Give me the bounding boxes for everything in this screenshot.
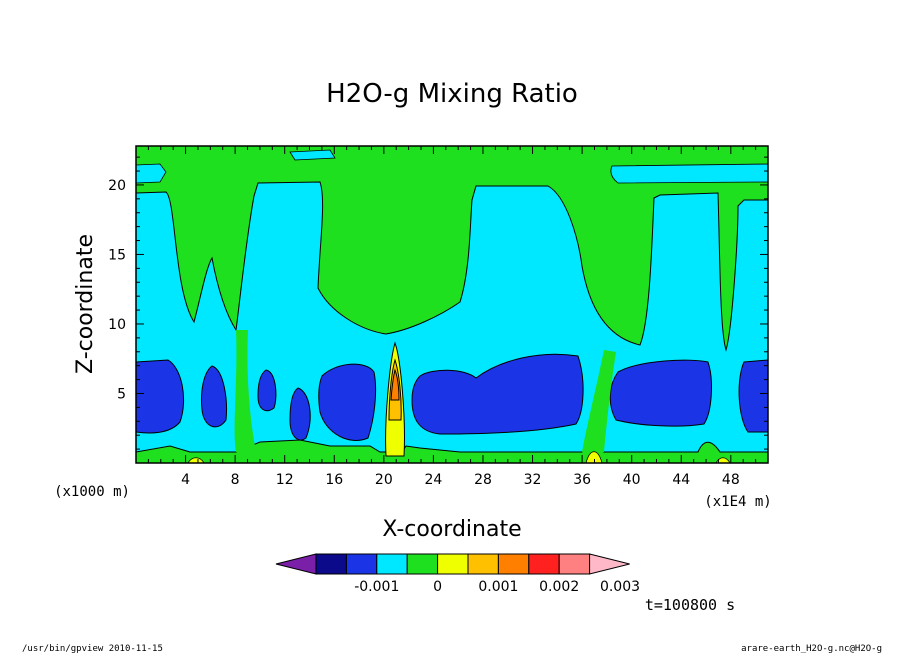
plume-orange	[390, 368, 400, 401]
green-gap-1	[234, 330, 256, 452]
colorbar-swatch	[497, 553, 530, 575]
chart-title: H2O-g Mixing Ratio	[326, 79, 578, 109]
x-tick-label: 48	[722, 472, 740, 488]
colorbar-swatch	[528, 553, 560, 575]
upper-right-sliver	[610, 163, 768, 184]
green-gap-2	[582, 350, 616, 452]
y-unit-label: (x1000 m)	[54, 484, 130, 500]
blue-blob-5	[318, 363, 377, 441]
colorbar-swatch	[345, 553, 378, 575]
y-tick-label: 10	[108, 317, 126, 333]
x-tick-label: 12	[276, 472, 294, 488]
colorbar-arrow-high	[589, 553, 630, 575]
x-tick-label: 32	[524, 472, 542, 488]
colorbar-swatch	[406, 553, 439, 575]
footer-left: /usr/bin/gpview 2010-11-15	[22, 644, 163, 654]
time-label: t=100800 s	[645, 596, 735, 614]
x-tick-label: 16	[325, 472, 343, 488]
y-axis-title: Z-coordinate	[73, 234, 98, 374]
colorbar-tick-label: 0.001	[478, 579, 518, 595]
x-tick-label: 24	[424, 472, 442, 488]
colorbar-swatch	[376, 553, 408, 575]
colorbar-tick-label: 0	[433, 579, 442, 595]
blue-blob-4	[289, 387, 311, 441]
blue-blob-1	[136, 359, 185, 434]
y-tick-label: 15	[108, 247, 126, 263]
colorbar-tick-label: -0.001	[354, 579, 399, 595]
y-axis: 5 10 15 20	[108, 156, 768, 450]
colorbar-swatch	[467, 553, 499, 575]
x-tick-label: 44	[672, 472, 690, 488]
x-tick-label: 4	[181, 472, 190, 488]
blue-blob-8	[738, 359, 768, 433]
upper-left-sliver	[136, 163, 167, 184]
x-tick-label: 36	[573, 472, 591, 488]
y-tick-label: 20	[108, 178, 126, 194]
x-tick-label: 8	[231, 472, 240, 488]
top-patch	[289, 149, 336, 161]
blue-blob-3	[257, 369, 277, 412]
colorbar: -0.001 0 0.001 0.002 0.003	[275, 553, 640, 595]
plot-frame	[135, 145, 769, 464]
blue-blob-2	[201, 365, 227, 428]
colorbar-swatch	[558, 553, 591, 575]
blue-blob-6	[411, 353, 584, 435]
contour-field	[136, 146, 768, 463]
footer-right: arare-earth_H2O-g.nc@H2O-g	[741, 644, 882, 654]
x-axis: 4 8 12 16 20 24 28 32 36 40 44 48	[147, 146, 757, 488]
colorbar-arrow-low	[275, 553, 317, 575]
x-axis-title: X-coordinate	[382, 517, 521, 542]
blue-blob-7	[609, 359, 712, 427]
x-tick-label: 40	[623, 472, 641, 488]
colorbar-tick-label: 0.002	[539, 579, 579, 595]
x-unit-label: (x1E4 m)	[704, 494, 771, 510]
colorbar-swatch	[437, 553, 469, 575]
x-tick-label: 20	[375, 472, 393, 488]
x-tick-label: 28	[474, 472, 492, 488]
colorbar-tick-label: 0.003	[600, 579, 640, 595]
y-tick-label: 5	[117, 386, 126, 402]
colorbar-swatch	[315, 553, 347, 575]
